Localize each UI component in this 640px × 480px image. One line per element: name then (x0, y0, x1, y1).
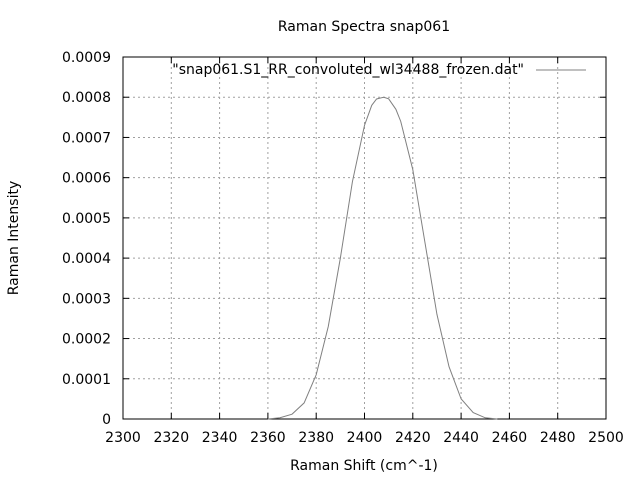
plot-frame (122, 56, 607, 420)
legend: "snap061.S1_RR_convoluted_wl34488_frozen… (172, 62, 586, 78)
x-tick-label: 2420 (395, 430, 431, 446)
x-tick-label: 2320 (153, 430, 189, 446)
y-tick-label: 0.0008 (62, 90, 111, 106)
x-tick-label: 2360 (250, 430, 286, 446)
x-tick-label: 2480 (540, 430, 576, 446)
x-tick-label: 2500 (588, 430, 624, 446)
y-tick-label: 0.0009 (62, 50, 111, 66)
grid-lines (123, 57, 606, 419)
x-tick-label: 2460 (492, 430, 528, 446)
y-axis-label: Raman Intensity (6, 181, 22, 295)
x-tick-label: 2440 (443, 430, 479, 446)
y-tick-label: 0.0004 (62, 251, 111, 267)
chart-title: Raman Spectra snap061 (278, 19, 450, 35)
y-tick-label: 0.0006 (62, 171, 111, 187)
y-tick-label: 0.0001 (62, 372, 111, 388)
y-tick-label: 0 (102, 412, 111, 428)
x-tick-label: 2380 (298, 430, 334, 446)
y-tick-label: 0.0002 (62, 332, 111, 348)
y-tick-label: 0.0007 (62, 130, 111, 146)
y-tick-label: 0.0003 (62, 291, 111, 307)
x-tick-labels: 2300 2320 2340 2360 2380 2400 2420 2440 2460 2480… (105, 430, 624, 446)
series-line (267, 96, 498, 420)
series-layer (267, 96, 498, 420)
x-tick-label: 2400 (347, 430, 383, 446)
y-tick-labels: 0 0.0001 0.0002 0.0003 0.0004 0.0005 0.0006 0.0… (62, 50, 111, 428)
x-tick-label: 2340 (202, 430, 238, 446)
x-axis-label: Raman Shift (cm^-1) (290, 458, 438, 474)
y-tick-label: 0.0005 (62, 211, 111, 227)
x-tick-label: 2300 (105, 430, 141, 446)
legend-label: "snap061.S1_RR_convoluted_wl34488_frozen… (172, 62, 524, 78)
